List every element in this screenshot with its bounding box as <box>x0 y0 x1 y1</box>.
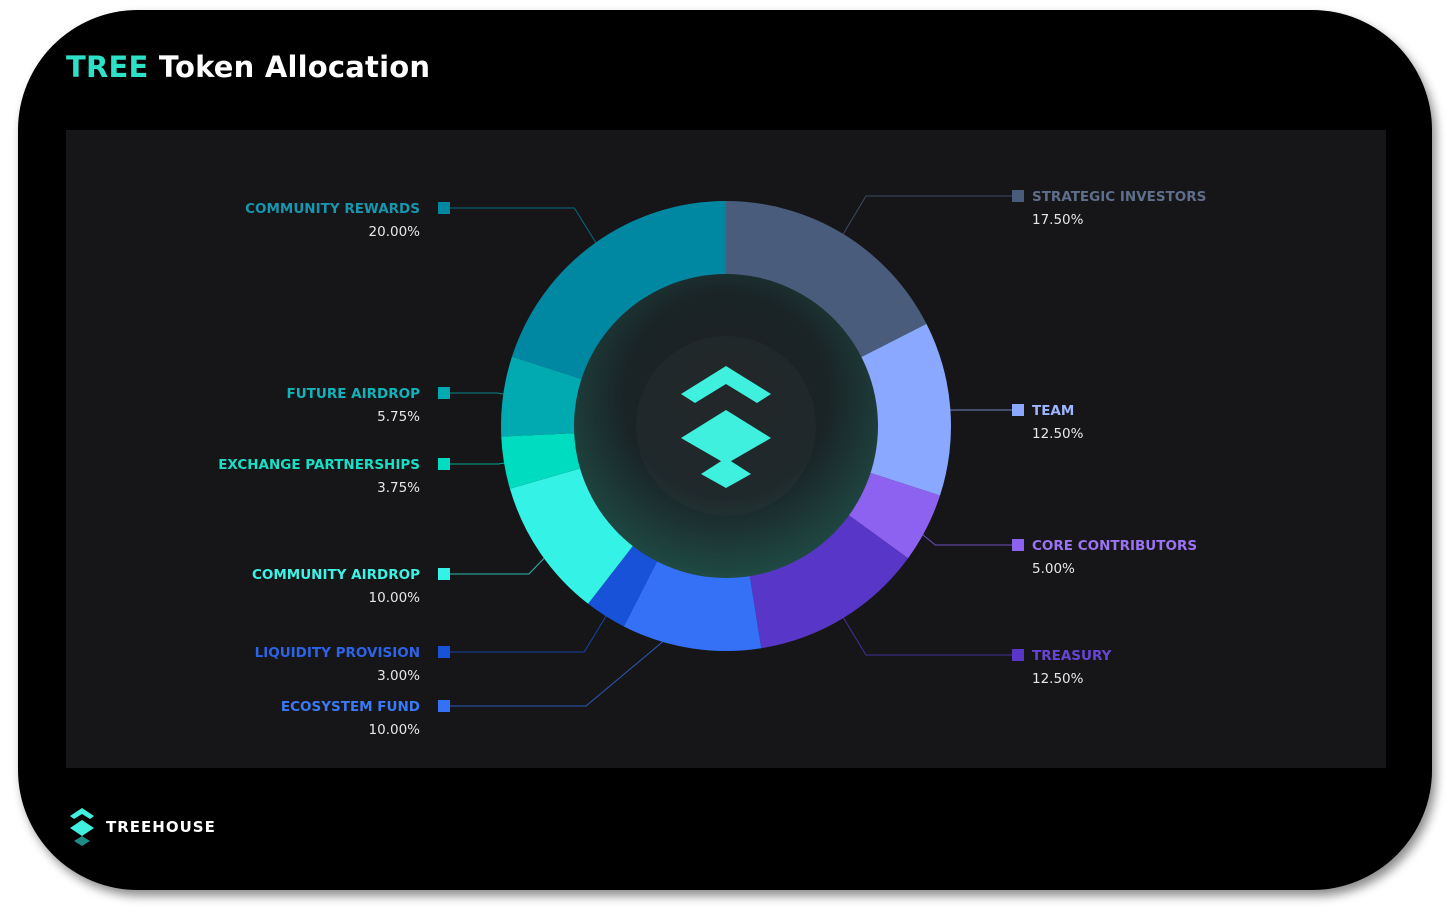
slice-treasury <box>749 514 909 649</box>
legend-swatch-future-airdrop <box>438 387 450 399</box>
slice-community-airdrop <box>509 467 635 604</box>
value-liquidity-provision: 3.00% <box>377 668 420 684</box>
brand-name: TREEHOUSE <box>106 818 216 836</box>
slice-labels: STRATEGIC INVESTORS 17.50% TEAM 12.50% CORE … <box>218 189 1206 738</box>
legend-swatch-liquidity-provision <box>438 646 450 658</box>
legend-swatch-strategic-investors <box>1012 190 1024 202</box>
legend-swatch-team <box>1012 404 1024 416</box>
label-community-rewards: COMMUNITY REWARDS <box>245 201 420 217</box>
leader-ecosystem-fund <box>450 613 697 707</box>
legend-swatch-ecosystem-fund <box>438 700 450 712</box>
label-liquidity-provision: LIQUIDITY PROVISION <box>255 645 420 661</box>
legend-swatch-community-rewards <box>438 202 450 214</box>
slice-community-rewards <box>512 201 726 380</box>
slice-exchange-partnerships <box>501 433 582 489</box>
value-community-airdrop: 10.00% <box>369 590 421 606</box>
label-treasury: TREASURY <box>1032 648 1112 664</box>
chart-title: TREE Token Allocation <box>66 50 430 84</box>
slide: TREE Token Allocation STRATEGIC INVESTOR… <box>18 10 1432 890</box>
slice-ecosystem-fund <box>623 559 762 651</box>
slice-strategic-investors <box>726 201 927 358</box>
value-team: 12.50% <box>1032 426 1084 442</box>
slice-team <box>859 323 951 496</box>
slice-liquidity-provision <box>588 544 658 627</box>
label-strategic-investors: STRATEGIC INVESTORS <box>1032 189 1206 205</box>
slice-future-airdrop <box>501 356 584 437</box>
donut-chart: STRATEGIC INVESTORS 17.50% TEAM 12.50% CORE … <box>218 189 1206 738</box>
label-core-contributors: CORE CONTRIBUTORS <box>1032 538 1197 554</box>
legend-swatch-treasury <box>1012 649 1024 661</box>
treehouse-logo-icon <box>70 808 94 846</box>
value-ecosystem-fund: 10.00% <box>369 722 421 738</box>
value-strategic-investors: 17.50% <box>1032 212 1084 228</box>
label-ecosystem-fund: ECOSYSTEM FUND <box>281 699 420 715</box>
legend-swatch-community-airdrop <box>438 568 450 580</box>
value-future-airdrop: 5.75% <box>377 409 420 425</box>
chart-panel: STRATEGIC INVESTORS 17.50% TEAM 12.50% CORE … <box>66 130 1386 768</box>
value-community-rewards: 20.00% <box>369 224 421 240</box>
donut-slices <box>501 201 951 651</box>
legend-swatch-core-contributors <box>1012 539 1024 551</box>
label-exchange-partnerships: EXCHANGE PARTNERSHIPS <box>218 457 420 473</box>
label-community-airdrop: COMMUNITY AIRDROP <box>252 567 420 583</box>
legend-swatch-exchange-partnerships <box>438 458 450 470</box>
value-core-contributors: 5.00% <box>1032 561 1075 577</box>
treehouse-logo-icon <box>681 366 771 488</box>
title-accent: TREE <box>66 50 149 84</box>
value-exchange-partnerships: 3.75% <box>377 480 420 496</box>
slice-core-contributors <box>847 472 940 559</box>
value-treasury: 12.50% <box>1032 671 1084 687</box>
title-rest: Token Allocation <box>148 50 431 84</box>
label-team: TEAM <box>1032 403 1074 419</box>
label-future-airdrop: FUTURE AIRDROP <box>286 386 420 402</box>
